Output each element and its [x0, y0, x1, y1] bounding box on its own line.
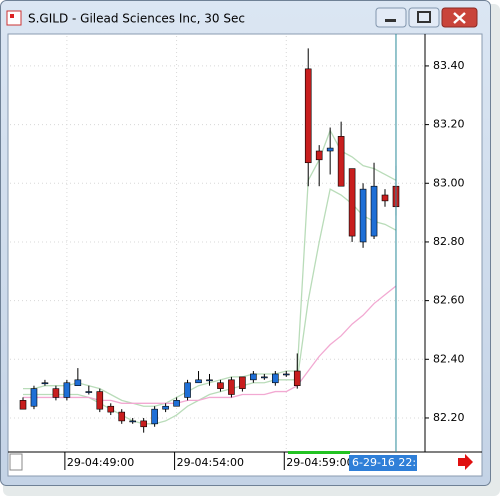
close-button[interactable] [441, 7, 478, 28]
cursor-label: 6-29-16 22:34:00 [352, 456, 448, 469]
candle-body [30, 388, 38, 407]
y-tick-label: 82.40 [433, 352, 465, 365]
candle-body [107, 405, 115, 413]
candle-body [348, 168, 356, 237]
candle-body [140, 420, 147, 428]
candle-body [217, 382, 224, 389]
window-title: S.GILD - Gilead Sciences Inc, 30 Sec [28, 12, 245, 26]
y-tick-label: 83.20 [433, 118, 465, 131]
candle-body [162, 405, 169, 410]
candle-body [195, 379, 202, 384]
y-tick-label: 83.00 [433, 176, 465, 189]
candle-body [118, 411, 126, 422]
candle-body [74, 379, 82, 386]
plot: 82.20 82.40 82.60 82.80 83.00 83.20 83.40 29-04… [10, 34, 465, 471]
chart-area [7, 33, 483, 477]
candle-body [19, 400, 27, 410]
candle-body [337, 136, 345, 187]
candle-body [52, 388, 60, 398]
moving-average-line [23, 188, 397, 425]
x-tick-label: 29-04:54:00 [177, 456, 244, 469]
scroll-box[interactable] [9, 453, 23, 471]
candle-body [359, 188, 367, 243]
app-icon-mark [10, 14, 14, 18]
scroll-right-arrow[interactable] [458, 454, 473, 470]
candle-body [250, 373, 257, 381]
y-tick-label: 82.20 [433, 411, 465, 424]
candle-body [173, 400, 180, 407]
candle-body [282, 373, 290, 376]
candle-body [272, 373, 279, 384]
session-bar [288, 451, 350, 454]
candle-body [129, 420, 136, 423]
candle-body [293, 370, 301, 386]
candle-body [41, 382, 49, 385]
x-tick-label: 29-04:59:00 [286, 456, 353, 469]
moving-average-line [23, 285, 397, 404]
candle-body [184, 382, 191, 398]
x-tick-label: 29-04:49:00 [67, 456, 134, 469]
candle-body [228, 379, 235, 395]
candle-body [206, 379, 213, 382]
candle-body [96, 391, 104, 410]
candle-body [370, 185, 378, 237]
candle-body [85, 391, 93, 393]
y-tick-label: 82.80 [433, 235, 465, 248]
y-tick-label: 82.60 [433, 294, 465, 307]
candle-body [239, 376, 246, 389]
candle-body [326, 147, 334, 152]
y-tick-label: 83.40 [433, 59, 465, 72]
candle-body [381, 194, 389, 202]
minimize-button[interactable] [375, 7, 407, 28]
maximize-button[interactable] [408, 7, 440, 28]
candle-body [63, 382, 71, 398]
candle-body [315, 150, 323, 161]
candle-body [261, 376, 268, 379]
cursor-label-box [349, 455, 417, 471]
candle-body [151, 408, 158, 425]
candle-body [304, 68, 312, 164]
